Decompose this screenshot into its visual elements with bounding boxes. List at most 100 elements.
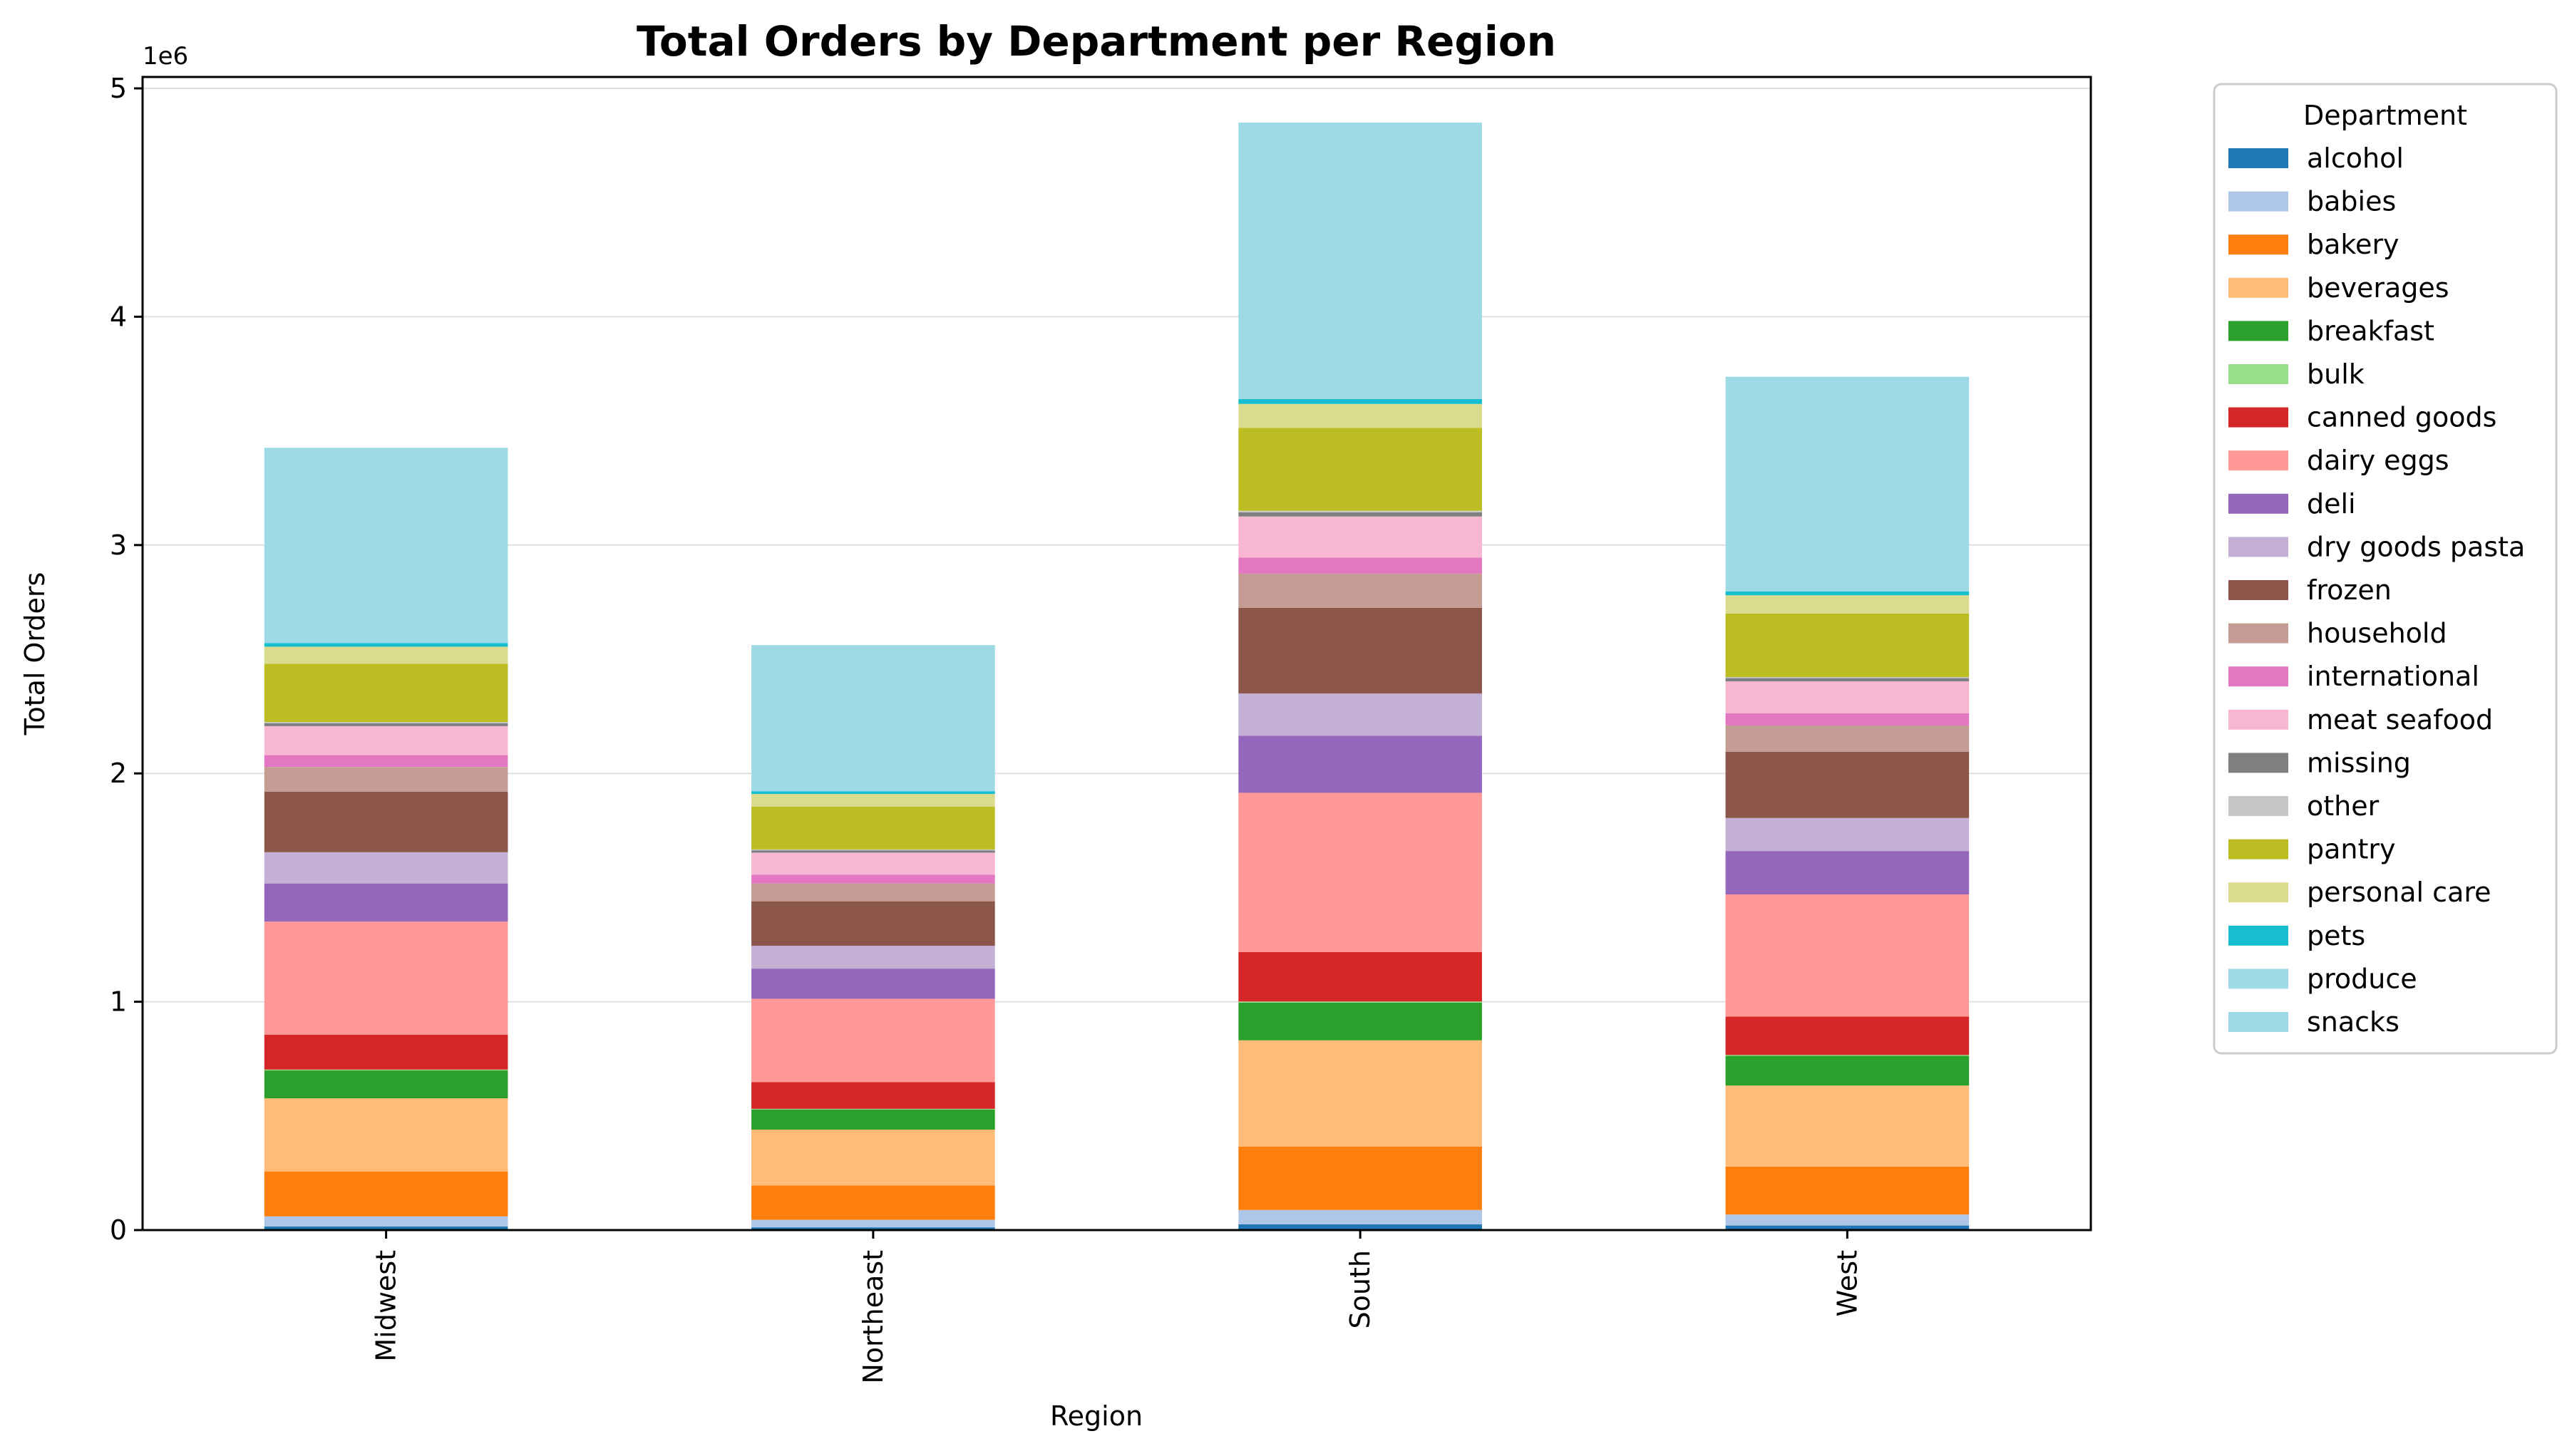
legend-swatch bbox=[2228, 580, 2288, 600]
bar-segment-breakfast-west bbox=[1725, 1055, 1970, 1086]
bar-segment-deli-northeast bbox=[751, 969, 995, 999]
plot-frame bbox=[141, 76, 2092, 1232]
bar-segment-bakery-west bbox=[1725, 1166, 1970, 1215]
legend-box bbox=[2213, 83, 2558, 1055]
bar-segment-meat-seafood-west bbox=[1725, 681, 1970, 713]
x-tick-label: Midwest bbox=[371, 1250, 402, 1362]
legend-swatch bbox=[2228, 234, 2288, 255]
bar-segment-missing-midwest bbox=[264, 723, 508, 726]
bar-segment-international-west bbox=[1725, 713, 1970, 726]
bar-segment-bulk-south bbox=[1238, 1001, 1482, 1003]
bar-segment-breakfast-south bbox=[1238, 1002, 1482, 1041]
legend-label: household bbox=[2307, 618, 2447, 649]
bar-segment-canned-goods-northeast bbox=[751, 1082, 995, 1109]
bar-segment-pantry-midwest bbox=[264, 664, 508, 723]
legend-swatch bbox=[2228, 839, 2288, 859]
bar-segment-deli-south bbox=[1238, 735, 1482, 793]
bar-segment-pets-west bbox=[1725, 591, 1970, 596]
y-axis-label: Total Orders bbox=[19, 572, 51, 736]
bar-segment-canned-goods-midwest bbox=[264, 1034, 508, 1070]
legend-swatch bbox=[2228, 407, 2288, 428]
bar-segment-produce-northeast bbox=[751, 645, 995, 792]
legend-label: bulk bbox=[2307, 358, 2365, 390]
legend-swatch bbox=[2228, 709, 2288, 730]
legend-label: canned goods bbox=[2307, 402, 2496, 433]
bar-segment-babies-south bbox=[1238, 1209, 1482, 1224]
bar-segment-bulk-northeast bbox=[751, 1108, 995, 1110]
bar-segment-household-northeast bbox=[751, 883, 995, 902]
legend-label: personal care bbox=[2307, 877, 2491, 908]
bar-segment-personal-care-south bbox=[1238, 403, 1482, 428]
bar-segment-dairy-eggs-midwest bbox=[264, 921, 508, 1035]
legend-swatch bbox=[2228, 969, 2288, 989]
x-axis: Midwest Northeast South West bbox=[371, 1230, 1863, 1384]
legend-label: breakfast bbox=[2307, 315, 2434, 346]
bar-segment-household-south bbox=[1238, 573, 1482, 608]
y-tick-label: 4 bbox=[110, 301, 127, 332]
bar-segment-pets-northeast bbox=[751, 791, 995, 795]
legend-label: meat seafood bbox=[2307, 704, 2493, 735]
bar-segment-produce-midwest bbox=[264, 448, 508, 644]
y-multiplier-label: 1e6 bbox=[143, 42, 188, 71]
legend-label: produce bbox=[2307, 963, 2417, 994]
y-axis: 0 1 2 3 4 5 bbox=[110, 73, 143, 1246]
chart-title: Total Orders by Department per Region bbox=[637, 17, 1556, 66]
bar-segment-dry-goods-pasta-northeast bbox=[751, 946, 995, 969]
bar-segment-beverages-northeast bbox=[751, 1130, 995, 1186]
bar-segment-dairy-eggs-south bbox=[1238, 792, 1482, 952]
bar-segment-bakery-northeast bbox=[751, 1185, 995, 1220]
bar-segment-international-midwest bbox=[264, 755, 508, 768]
bar-segment-other-south bbox=[1238, 510, 1482, 512]
bar-segment-dry-goods-pasta-south bbox=[1238, 693, 1482, 736]
x-tick-label: West bbox=[1831, 1250, 1863, 1316]
legend-label: beverages bbox=[2307, 272, 2449, 304]
bar-segment-bakery-midwest bbox=[264, 1171, 508, 1217]
bar-segment-beverages-midwest bbox=[264, 1098, 508, 1172]
bar-segment-household-midwest bbox=[264, 767, 508, 792]
legend-label: snacks bbox=[2307, 1006, 2399, 1038]
x-tick-label: Northeast bbox=[858, 1250, 889, 1384]
x-axis-label: Region bbox=[1050, 1400, 1143, 1432]
legend-label: pantry bbox=[2307, 834, 2396, 865]
bar-segment-beverages-west bbox=[1725, 1085, 1970, 1167]
bar-segment-pantry-south bbox=[1238, 428, 1482, 511]
bar-segment-pets-midwest bbox=[264, 643, 508, 647]
y-tick-label: 3 bbox=[110, 530, 127, 561]
y-tick-label: 0 bbox=[110, 1214, 127, 1246]
legend-swatch bbox=[2228, 925, 2288, 946]
bar-segment-babies-northeast bbox=[751, 1219, 995, 1228]
bar-segment-missing-south bbox=[1238, 512, 1482, 517]
legend-swatch bbox=[2228, 753, 2288, 773]
legend-swatch bbox=[2228, 450, 2288, 471]
legend-label: other bbox=[2307, 790, 2380, 822]
bar-segment-dry-goods-pasta-west bbox=[1725, 817, 1970, 852]
legend-label: dairy eggs bbox=[2307, 445, 2449, 476]
legend-label: babies bbox=[2307, 186, 2396, 217]
bar-segment-produce-west bbox=[1725, 376, 1970, 592]
bar-segment-meat-seafood-northeast bbox=[751, 852, 995, 875]
legend-label: deli bbox=[2307, 488, 2356, 520]
bar-segment-personal-care-midwest bbox=[264, 646, 508, 664]
bar-segment-deli-midwest bbox=[264, 883, 508, 922]
legend-label: bakery bbox=[2307, 229, 2399, 260]
x-tick-label: South bbox=[1344, 1250, 1376, 1328]
legend-label: missing bbox=[2307, 747, 2411, 778]
legend-swatch bbox=[2228, 623, 2288, 644]
bar-segment-international-south bbox=[1238, 557, 1482, 574]
legend-swatch bbox=[2228, 666, 2288, 687]
bar-segment-pets-south bbox=[1238, 398, 1482, 404]
y-tick-label: 1 bbox=[110, 986, 127, 1018]
bar-segment-deli-west bbox=[1725, 851, 1970, 895]
bar-segment-pantry-west bbox=[1725, 613, 1970, 678]
bar-segment-household-west bbox=[1725, 725, 1970, 752]
bar-segment-alcohol-west bbox=[1725, 1225, 1970, 1230]
bar-segment-alcohol-south bbox=[1238, 1224, 1482, 1230]
legend-label: international bbox=[2307, 661, 2479, 692]
bar-segment-babies-west bbox=[1725, 1214, 1970, 1226]
legend-swatch bbox=[2228, 321, 2288, 341]
bar-segment-breakfast-northeast bbox=[751, 1109, 995, 1130]
legend-label: dry goods pasta bbox=[2307, 531, 2525, 562]
bars bbox=[264, 123, 1970, 1230]
legend-label: frozen bbox=[2307, 574, 2392, 606]
legend-title: Department bbox=[2303, 100, 2467, 131]
